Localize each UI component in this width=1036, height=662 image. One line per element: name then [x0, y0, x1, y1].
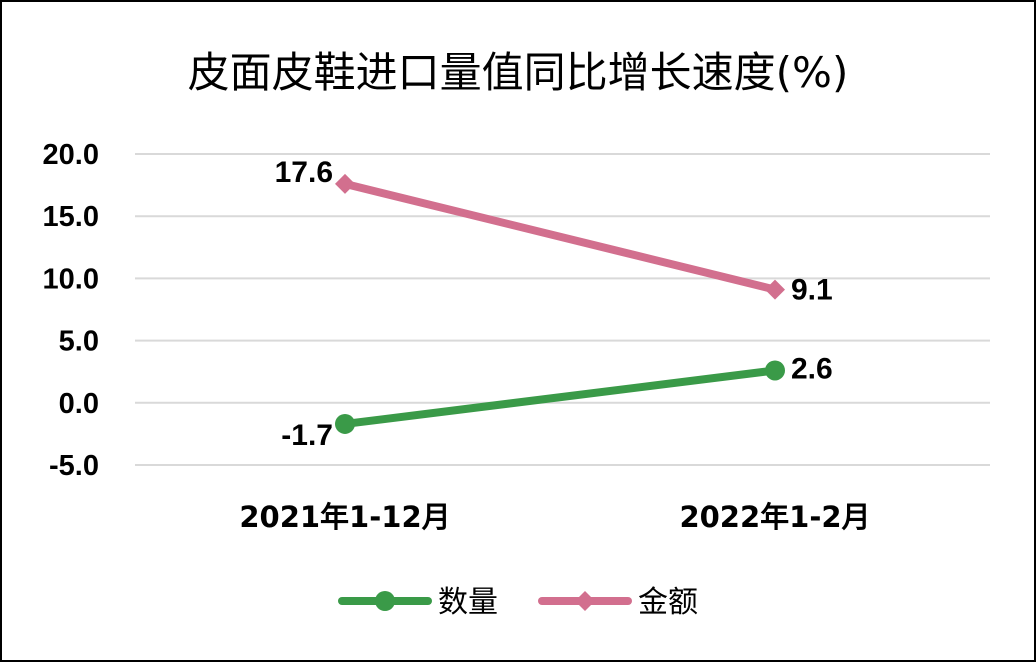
y-axis-ticks: 20.0 15.0 10.0 5.0 0.0 -5.0 [43, 139, 99, 482]
legend-marker [375, 591, 395, 611]
legend-item-1: 数量 [338, 585, 498, 620]
y-tick-label: 5.0 [59, 326, 99, 358]
data-point [765, 279, 785, 300]
legend-label: 金额 [638, 585, 698, 620]
grid-lines [135, 153, 990, 466]
data-point [765, 360, 785, 381]
data-point [335, 413, 355, 434]
data-point [335, 173, 355, 194]
y-tick-label: -5.0 [49, 450, 99, 482]
series-line-1 [341, 366, 779, 428]
y-tick-label: 15.0 [43, 201, 99, 233]
chart-title: 皮面皮鞋进口量值同比增长速度(%) [188, 48, 849, 97]
data-label: -1.7 [281, 419, 333, 452]
series-line-2 [341, 179, 779, 294]
y-tick-label: 0.0 [59, 388, 99, 420]
data-labels: -1.7 2.6 17.6 9.1 [275, 156, 833, 452]
legend-marker [575, 591, 595, 611]
legend-item-2: 金额 [538, 585, 698, 620]
y-tick-label: 10.0 [43, 263, 99, 295]
legend: 数量 金额 [338, 585, 698, 620]
x-axis-categories: 2021年1-12月 2022年1-2月 [239, 500, 870, 534]
data-label: 17.6 [275, 156, 333, 189]
x-category-label: 2021年1-12月 [239, 500, 450, 534]
series-lines [335, 173, 785, 434]
y-tick-label: 20.0 [43, 139, 99, 171]
data-label: 2.6 [791, 352, 833, 385]
data-label: 9.1 [791, 274, 833, 307]
x-category-label: 2022年1-2月 [679, 500, 870, 534]
legend-label: 数量 [438, 585, 498, 620]
